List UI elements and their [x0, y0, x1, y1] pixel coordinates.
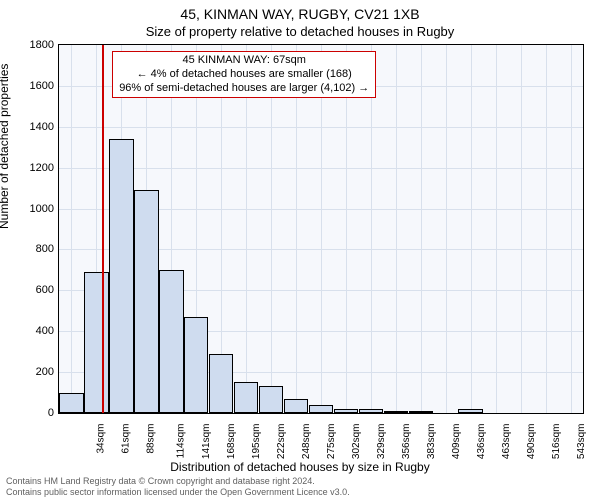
y-tick-label: 1200: [14, 162, 54, 174]
histogram-bar: [84, 272, 108, 413]
y-tick-label: 800: [14, 243, 54, 255]
histogram-bar: [134, 190, 158, 413]
y-tick-label: 0: [14, 407, 54, 419]
grid-line-v: [521, 45, 522, 413]
x-tick-label: 543sqm: [576, 424, 587, 460]
x-tick-label: 88sqm: [146, 424, 157, 454]
x-tick-label: 490sqm: [526, 424, 537, 460]
histogram-bar: [234, 382, 258, 413]
x-tick-label: 516sqm: [551, 424, 562, 460]
histogram-bar: [159, 270, 183, 413]
y-tick-label: 600: [14, 284, 54, 296]
x-tick-label: 436sqm: [476, 424, 487, 460]
x-tick-label: 222sqm: [276, 424, 287, 460]
histogram-bar: [59, 393, 83, 413]
chart-frame: 45, KINMAN WAY, RUGBY, CV21 1XB Size of …: [0, 0, 600, 500]
title-line-2: Size of property relative to detached ho…: [0, 24, 600, 39]
grid-line-v: [271, 45, 272, 413]
x-tick-label: 34sqm: [96, 424, 107, 454]
x-tick-label: 195sqm: [251, 424, 262, 460]
grid-line-v: [371, 45, 372, 413]
x-tick-label: 463sqm: [501, 424, 512, 460]
reference-line: [102, 45, 104, 413]
y-tick-label: 400: [14, 325, 54, 337]
histogram-bar: [284, 399, 308, 413]
x-tick-label: 329sqm: [376, 424, 387, 460]
grid-line-v: [396, 45, 397, 413]
histogram-bar: [359, 409, 383, 413]
x-tick-label: 168sqm: [226, 424, 237, 460]
histogram-bar: [384, 411, 408, 413]
y-tick-label: 1600: [14, 80, 54, 92]
y-tick-label: 1400: [14, 121, 54, 133]
x-tick-label: 356sqm: [401, 424, 412, 460]
histogram-bar: [309, 405, 333, 413]
plot-area: 45 KINMAN WAY: 67sqm← 4% of detached hou…: [58, 44, 584, 414]
grid-line-v: [446, 45, 447, 413]
x-tick-label: 141sqm: [201, 424, 212, 460]
info-box-line: 45 KINMAN WAY: 67sqm: [119, 54, 369, 68]
y-axis-label: Number of detached properties: [0, 64, 11, 229]
grid-line-v: [321, 45, 322, 413]
x-tick-label: 275sqm: [326, 424, 337, 460]
footer: Contains HM Land Registry data © Crown c…: [0, 476, 600, 498]
info-box-line: ← 4% of detached houses are smaller (168…: [119, 68, 369, 82]
grid-line-v: [546, 45, 547, 413]
info-box-line: 96% of semi-detached houses are larger (…: [119, 82, 369, 96]
histogram-bar: [184, 317, 208, 413]
x-tick-label: 409sqm: [451, 424, 462, 460]
grid-line-v: [471, 45, 472, 413]
title-line-1: 45, KINMAN WAY, RUGBY, CV21 1XB: [0, 6, 600, 22]
x-tick-label: 383sqm: [426, 424, 437, 460]
histogram-bar: [109, 139, 133, 413]
footer-line-2: Contains public sector information licen…: [6, 487, 600, 498]
grid-line-v: [421, 45, 422, 413]
footer-line-1: Contains HM Land Registry data © Crown c…: [6, 476, 600, 487]
grid-line-v: [496, 45, 497, 413]
x-tick-label: 248sqm: [301, 424, 312, 460]
grid-line-v: [71, 45, 72, 413]
histogram-bar: [209, 354, 233, 413]
grid-line-v: [246, 45, 247, 413]
y-tick-label: 1000: [14, 203, 54, 215]
histogram-bar: [259, 386, 283, 413]
histogram-bar: [409, 411, 433, 413]
y-tick-label: 200: [14, 366, 54, 378]
x-tick-label: 302sqm: [351, 424, 362, 460]
x-tick-label: 61sqm: [121, 424, 132, 454]
x-tick-label: 114sqm: [176, 424, 187, 459]
grid-line-v: [346, 45, 347, 413]
info-box: 45 KINMAN WAY: 67sqm← 4% of detached hou…: [112, 51, 376, 98]
grid-line-v: [571, 45, 572, 413]
histogram-bar: [458, 409, 482, 413]
histogram-bar: [334, 409, 358, 413]
grid-line-v: [296, 45, 297, 413]
x-axis-label: Distribution of detached houses by size …: [0, 460, 600, 474]
y-tick-label: 1800: [14, 39, 54, 51]
